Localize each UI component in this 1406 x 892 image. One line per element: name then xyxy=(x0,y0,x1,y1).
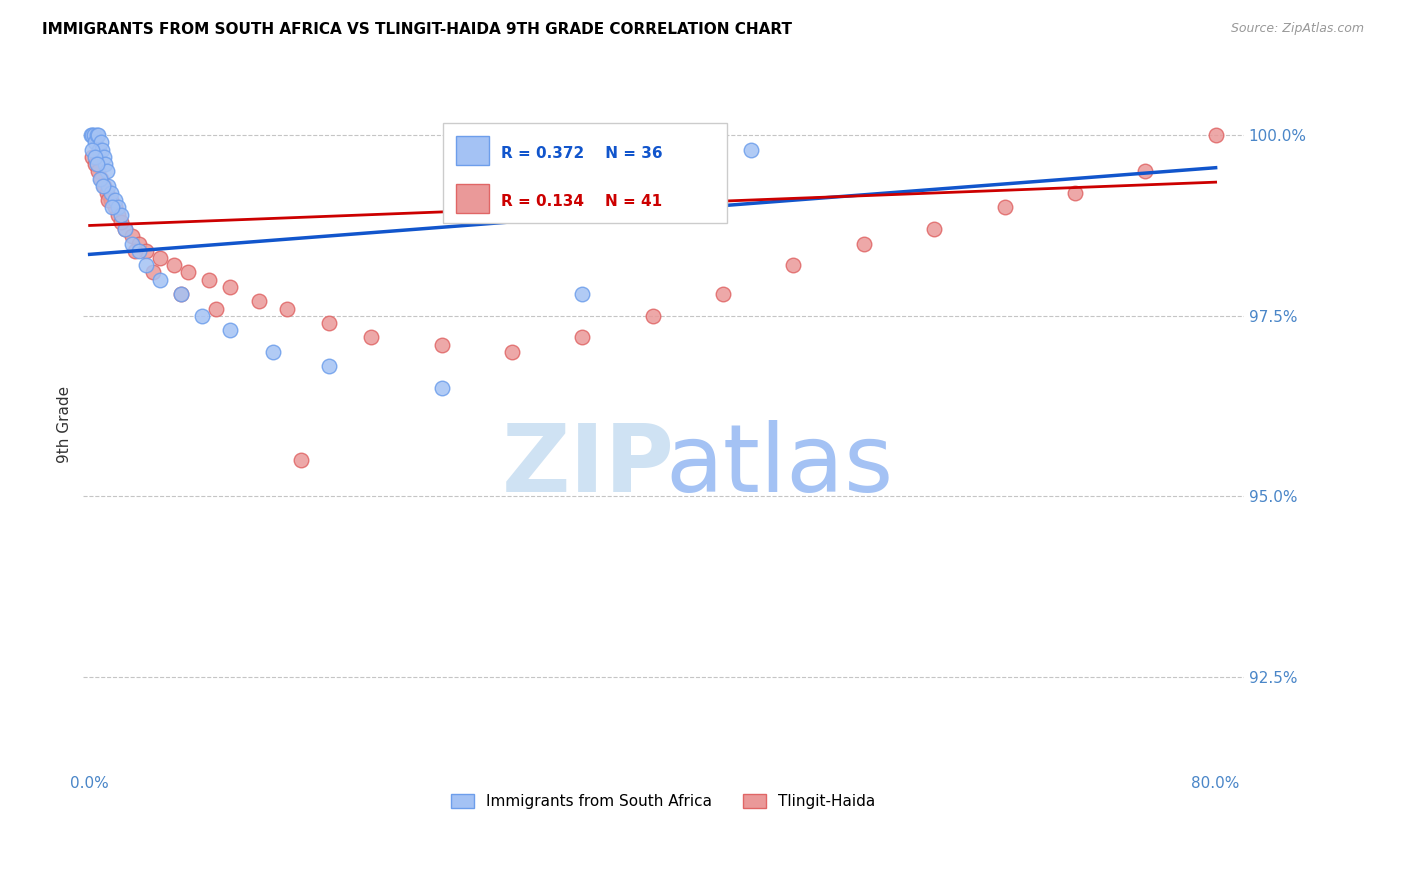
Point xyxy=(100,193,122,207)
Point xyxy=(128,244,150,258)
Point xyxy=(82,150,104,164)
Point xyxy=(641,309,664,323)
Point xyxy=(83,150,105,164)
Text: R = 0.134    N = 41: R = 0.134 N = 41 xyxy=(501,194,662,209)
Point xyxy=(177,265,200,279)
Point xyxy=(107,201,129,215)
Point xyxy=(110,208,132,222)
Point xyxy=(100,186,122,200)
Point xyxy=(276,301,298,316)
Point xyxy=(1205,128,1227,143)
Point xyxy=(142,265,165,279)
Point xyxy=(91,143,114,157)
Point xyxy=(852,236,875,251)
Point xyxy=(149,272,172,286)
Point xyxy=(318,316,340,330)
Point xyxy=(170,287,193,301)
Point xyxy=(96,186,118,200)
Point xyxy=(135,258,157,272)
Point xyxy=(262,344,284,359)
Point xyxy=(110,215,132,229)
Point xyxy=(121,229,143,244)
Text: atlas: atlas xyxy=(665,419,893,512)
Bar xyxy=(457,136,489,165)
Point xyxy=(191,309,214,323)
Point xyxy=(93,178,115,193)
Point xyxy=(740,143,762,157)
Point xyxy=(121,236,143,251)
Point xyxy=(782,258,804,272)
Point xyxy=(80,143,103,157)
Point xyxy=(430,337,453,351)
Point xyxy=(993,201,1015,215)
Point xyxy=(128,236,150,251)
Point xyxy=(96,164,118,178)
Text: ZIP: ZIP xyxy=(502,419,673,512)
Point xyxy=(84,157,107,171)
Point xyxy=(501,344,523,359)
Point xyxy=(90,136,112,150)
Y-axis label: 9th Grade: 9th Grade xyxy=(58,385,72,463)
Point xyxy=(93,150,115,164)
Point xyxy=(97,193,120,207)
Point xyxy=(86,128,108,143)
FancyBboxPatch shape xyxy=(443,122,727,223)
Point xyxy=(107,208,129,222)
Point xyxy=(360,330,382,344)
Point xyxy=(89,143,111,157)
Point xyxy=(104,201,127,215)
Point xyxy=(571,287,593,301)
Point xyxy=(89,171,111,186)
Point xyxy=(104,193,127,207)
Point xyxy=(198,272,221,286)
Point xyxy=(1063,186,1085,200)
Point xyxy=(97,178,120,193)
Point xyxy=(87,164,110,178)
Point xyxy=(170,287,193,301)
Point xyxy=(90,171,112,186)
Point xyxy=(149,251,172,265)
Point xyxy=(80,128,103,143)
Point xyxy=(318,359,340,374)
Point xyxy=(101,201,124,215)
Point xyxy=(135,244,157,258)
Text: IMMIGRANTS FROM SOUTH AFRICA VS TLINGIT-HAIDA 9TH GRADE CORRELATION CHART: IMMIGRANTS FROM SOUTH AFRICA VS TLINGIT-… xyxy=(42,22,792,37)
Point xyxy=(114,222,136,236)
Text: R = 0.372    N = 36: R = 0.372 N = 36 xyxy=(501,145,662,161)
Point xyxy=(114,222,136,236)
Bar xyxy=(457,184,489,213)
Point xyxy=(219,323,242,337)
Point xyxy=(82,128,104,143)
Point xyxy=(163,258,186,272)
Legend: Immigrants from South Africa, Tlingit-Haida: Immigrants from South Africa, Tlingit-Ha… xyxy=(446,788,882,815)
Point xyxy=(205,301,228,316)
Point xyxy=(91,178,114,193)
Point xyxy=(1135,164,1157,178)
Point xyxy=(83,128,105,143)
Point xyxy=(219,280,242,294)
Point xyxy=(94,157,117,171)
Point xyxy=(922,222,945,236)
Point xyxy=(711,287,734,301)
Point xyxy=(124,244,146,258)
Point xyxy=(84,136,107,150)
Point xyxy=(86,157,108,171)
Point xyxy=(87,128,110,143)
Point xyxy=(247,294,270,309)
Point xyxy=(571,330,593,344)
Point xyxy=(290,453,312,467)
Text: Source: ZipAtlas.com: Source: ZipAtlas.com xyxy=(1230,22,1364,36)
Point xyxy=(430,381,453,395)
